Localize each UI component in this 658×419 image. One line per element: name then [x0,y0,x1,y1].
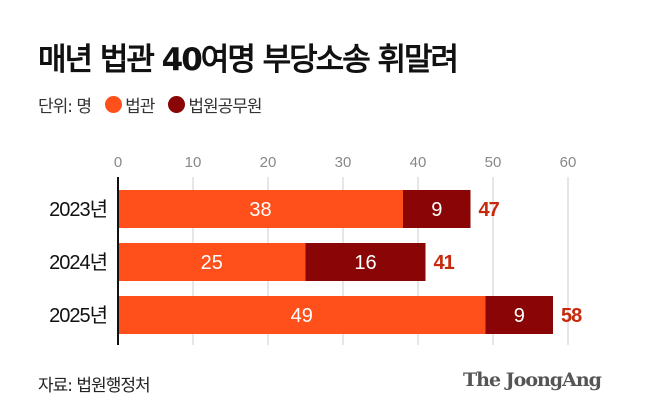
legend-swatch-judges [105,96,123,113]
bar-value-label: 9 [514,305,525,327]
legend-swatch-staff [168,96,186,113]
bar-segment-judges [118,243,306,281]
total-label: 47 [479,199,500,221]
bar-segment-judges [118,190,403,228]
bar-segment-staff [403,190,471,228]
x-tick-label: 40 [410,154,427,171]
bar-value-label: 25 [201,252,223,274]
x-tick-label: 60 [560,154,577,171]
bar-segment-staff [485,296,553,334]
total-label: 58 [561,305,582,327]
category-label: 2024년 [49,251,107,274]
x-tick-label: 0 [114,154,122,171]
bar-value-label: 9 [431,199,442,221]
unit-label: 단위: 명 [38,97,92,117]
bar-value-label: 38 [249,199,271,221]
publisher-logo: The JoongAng [463,369,602,391]
legend-label-judges: 법관 [125,97,155,117]
legend: 단위: 명 법관 법원공무원 [38,92,263,117]
total-label: 41 [434,252,455,274]
bar-value-label: 16 [354,252,376,274]
x-tick-label: 50 [485,154,502,171]
x-tick-label: 10 [185,154,202,171]
x-tick-label: 30 [335,154,352,171]
source-note: 자료: 법원행정처 [38,376,151,396]
legend-label-staff: 법원공무원 [188,97,262,117]
bar-segment-staff [305,243,426,281]
category-label: 2023년 [49,198,107,221]
chart-title: 매년 법관 40여명 부당소송 휘말려 [38,42,459,78]
bar-segment-judges [118,296,486,334]
category-label: 2025년 [49,304,107,327]
x-tick-label: 20 [260,154,277,171]
bar-value-label: 49 [291,305,313,327]
